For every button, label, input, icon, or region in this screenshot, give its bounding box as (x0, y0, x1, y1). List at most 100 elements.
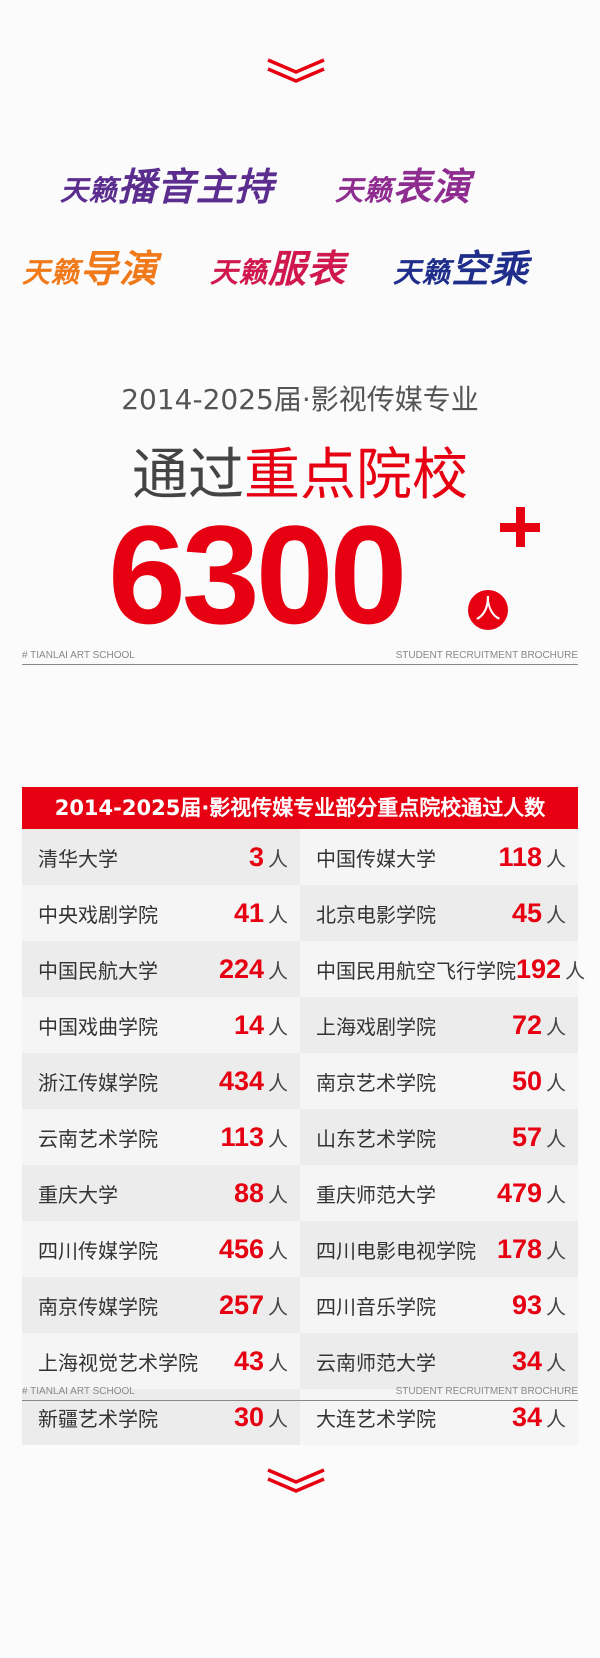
admitted-count: 50 (511, 1065, 542, 1096)
admitted-count: 456 (218, 1233, 264, 1264)
footer-brochure-label: STUDENT RECRUITMENT BROCHURE (395, 650, 578, 661)
table-cell: 重庆大学 88 人 (22, 1165, 300, 1221)
logo-flight-attendant: 天籁空乘 (393, 246, 530, 291)
logo-acting: 天籁表演 (335, 164, 472, 209)
unit-label: 人 (546, 1014, 566, 1039)
school-name: 中国传媒大学 (316, 846, 436, 871)
admitted-count: 43 (233, 1345, 264, 1376)
admitted-count: 257 (218, 1289, 264, 1320)
admitted-count: 434 (218, 1065, 264, 1096)
footer-school-name: # TIANLAI ART SCHOOL (22, 650, 135, 661)
table-title: 2014-2025届·影视传媒专业部分重点院校通过人数 (22, 787, 578, 829)
unit-label: 人 (268, 1182, 288, 1207)
unit-label: 人 (268, 1126, 288, 1151)
unit-label: 人 (268, 1350, 288, 1375)
main-heading-red: 重点院校 (244, 443, 468, 508)
admitted-count: 30 (233, 1401, 264, 1432)
school-name: 清华大学 (38, 846, 118, 871)
unit-label: 人 (546, 1294, 566, 1319)
school-name: 中央戏剧学院 (38, 902, 158, 927)
admissions-table: 清华大学 3 人中国传媒大学 118 人中央戏剧学院 41 人北京电影学院 45 人中国民航大学… (22, 829, 585, 1445)
table-cell: 中央戏剧学院 41 人 (22, 885, 300, 941)
table-cell: 中国戏曲学院 14 人 (22, 997, 300, 1053)
unit-label: 人 (546, 1126, 566, 1151)
unit-label: 人 (546, 902, 566, 927)
admitted-count: 14 (233, 1009, 264, 1040)
unit-label: 人 (546, 846, 566, 871)
unit-label: 人 (268, 1070, 288, 1095)
table-cell: 上海视觉艺术学院 43 人 (22, 1333, 300, 1389)
school-name: 中国民航大学 (38, 958, 158, 983)
school-name: 四川音乐学院 (316, 1294, 436, 1319)
table-cell: 中国传媒大学 118 人 (300, 829, 578, 885)
table-cell: 南京艺术学院 50 人 (300, 1053, 578, 1109)
school-name: 四川传媒学院 (38, 1238, 158, 1263)
admitted-count: 34 (511, 1401, 542, 1432)
table-cell: 中国民用航空飞行学院 192 人 (300, 941, 585, 997)
school-name: 上海视觉艺术学院 (38, 1350, 198, 1375)
school-name: 南京艺术学院 (316, 1070, 436, 1095)
school-name: 中国民用航空飞行学院 (316, 958, 516, 983)
table-cell: 云南师范大学 34 人 (300, 1333, 578, 1389)
unit-label: 人 (268, 958, 288, 983)
table-cell: 浙江传媒学院 434 人 (22, 1053, 300, 1109)
admitted-count: 34 (511, 1345, 542, 1376)
logo-fashion-show: 天籁服表 (210, 246, 347, 291)
table-cell: 四川电影电视学院 178 人 (300, 1221, 578, 1277)
unit-label: 人 (546, 1238, 566, 1263)
admitted-count: 72 (511, 1009, 542, 1040)
footer-divider (22, 664, 578, 665)
table-cell: 云南艺术学院 113 人 (22, 1109, 300, 1165)
table-cell: 四川传媒学院 456 人 (22, 1221, 300, 1277)
admitted-count: 479 (496, 1177, 542, 1208)
school-name: 大连艺术学院 (316, 1406, 436, 1431)
unit-label: 人 (546, 1182, 566, 1207)
unit-label: 人 (565, 958, 586, 983)
admitted-count: 41 (233, 897, 264, 928)
unit-label: 人 (268, 1238, 288, 1263)
admitted-count: 118 (498, 841, 542, 872)
school-name: 重庆大学 (38, 1182, 118, 1207)
logo-broadcast-hosting: 天籁播音主持 (60, 164, 275, 209)
table-cell: 大连艺术学院 34 人 (300, 1389, 578, 1445)
table-cell: 新疆艺术学院 30 人 (22, 1389, 300, 1445)
admitted-count: 3 (248, 841, 264, 872)
table-cell: 山东艺术学院 57 人 (300, 1109, 578, 1165)
unit-label: 人 (546, 1070, 566, 1095)
admitted-count: 113 (220, 1121, 264, 1152)
chevron-down-icon (267, 58, 325, 83)
school-name: 浙江传媒学院 (38, 1070, 158, 1095)
table-cell: 清华大学 3 人 (22, 829, 300, 885)
school-name: 四川电影电视学院 (316, 1238, 476, 1263)
school-name: 云南艺术学院 (38, 1126, 158, 1151)
footer-school-name: # TIANLAI ART SCHOOL (22, 1386, 135, 1397)
school-name: 上海戏剧学院 (316, 1014, 436, 1039)
unit-label: 人 (546, 1350, 566, 1375)
table-cell: 上海戏剧学院 72 人 (300, 997, 578, 1053)
chevron-down-icon (267, 1468, 325, 1493)
school-name: 南京传媒学院 (38, 1294, 158, 1319)
admitted-count: 88 (233, 1177, 264, 1208)
school-name: 山东艺术学院 (316, 1126, 436, 1151)
logo-directing: 天籁导演 (22, 246, 159, 291)
footer-divider (22, 1400, 578, 1401)
school-name: 中国戏曲学院 (38, 1014, 158, 1039)
admitted-count: 178 (496, 1233, 542, 1264)
school-name: 云南师范大学 (316, 1350, 436, 1375)
admitted-count: 93 (511, 1289, 542, 1320)
footer-brochure-label: STUDENT RECRUITMENT BROCHURE (395, 1386, 578, 1397)
main-heading-gray: 通过 (132, 443, 244, 508)
admitted-count: 57 (511, 1121, 542, 1152)
school-name: 新疆艺术学院 (38, 1406, 158, 1431)
unit-label: 人 (268, 846, 288, 871)
table-cell: 重庆师范大学 479 人 (300, 1165, 578, 1221)
subheading: 2014-2025届·影视传媒专业 (121, 383, 479, 416)
school-name: 重庆师范大学 (316, 1182, 436, 1207)
admitted-count: 45 (511, 897, 542, 928)
main-heading: 通过重点院校 (0, 430, 600, 511)
unit-label: 人 (546, 1406, 566, 1431)
unit-label: 人 (268, 1294, 288, 1319)
table-cell: 中国民航大学 224 人 (22, 941, 300, 997)
plus-icon (500, 507, 540, 547)
table-cell: 北京电影学院 45 人 (300, 885, 578, 941)
